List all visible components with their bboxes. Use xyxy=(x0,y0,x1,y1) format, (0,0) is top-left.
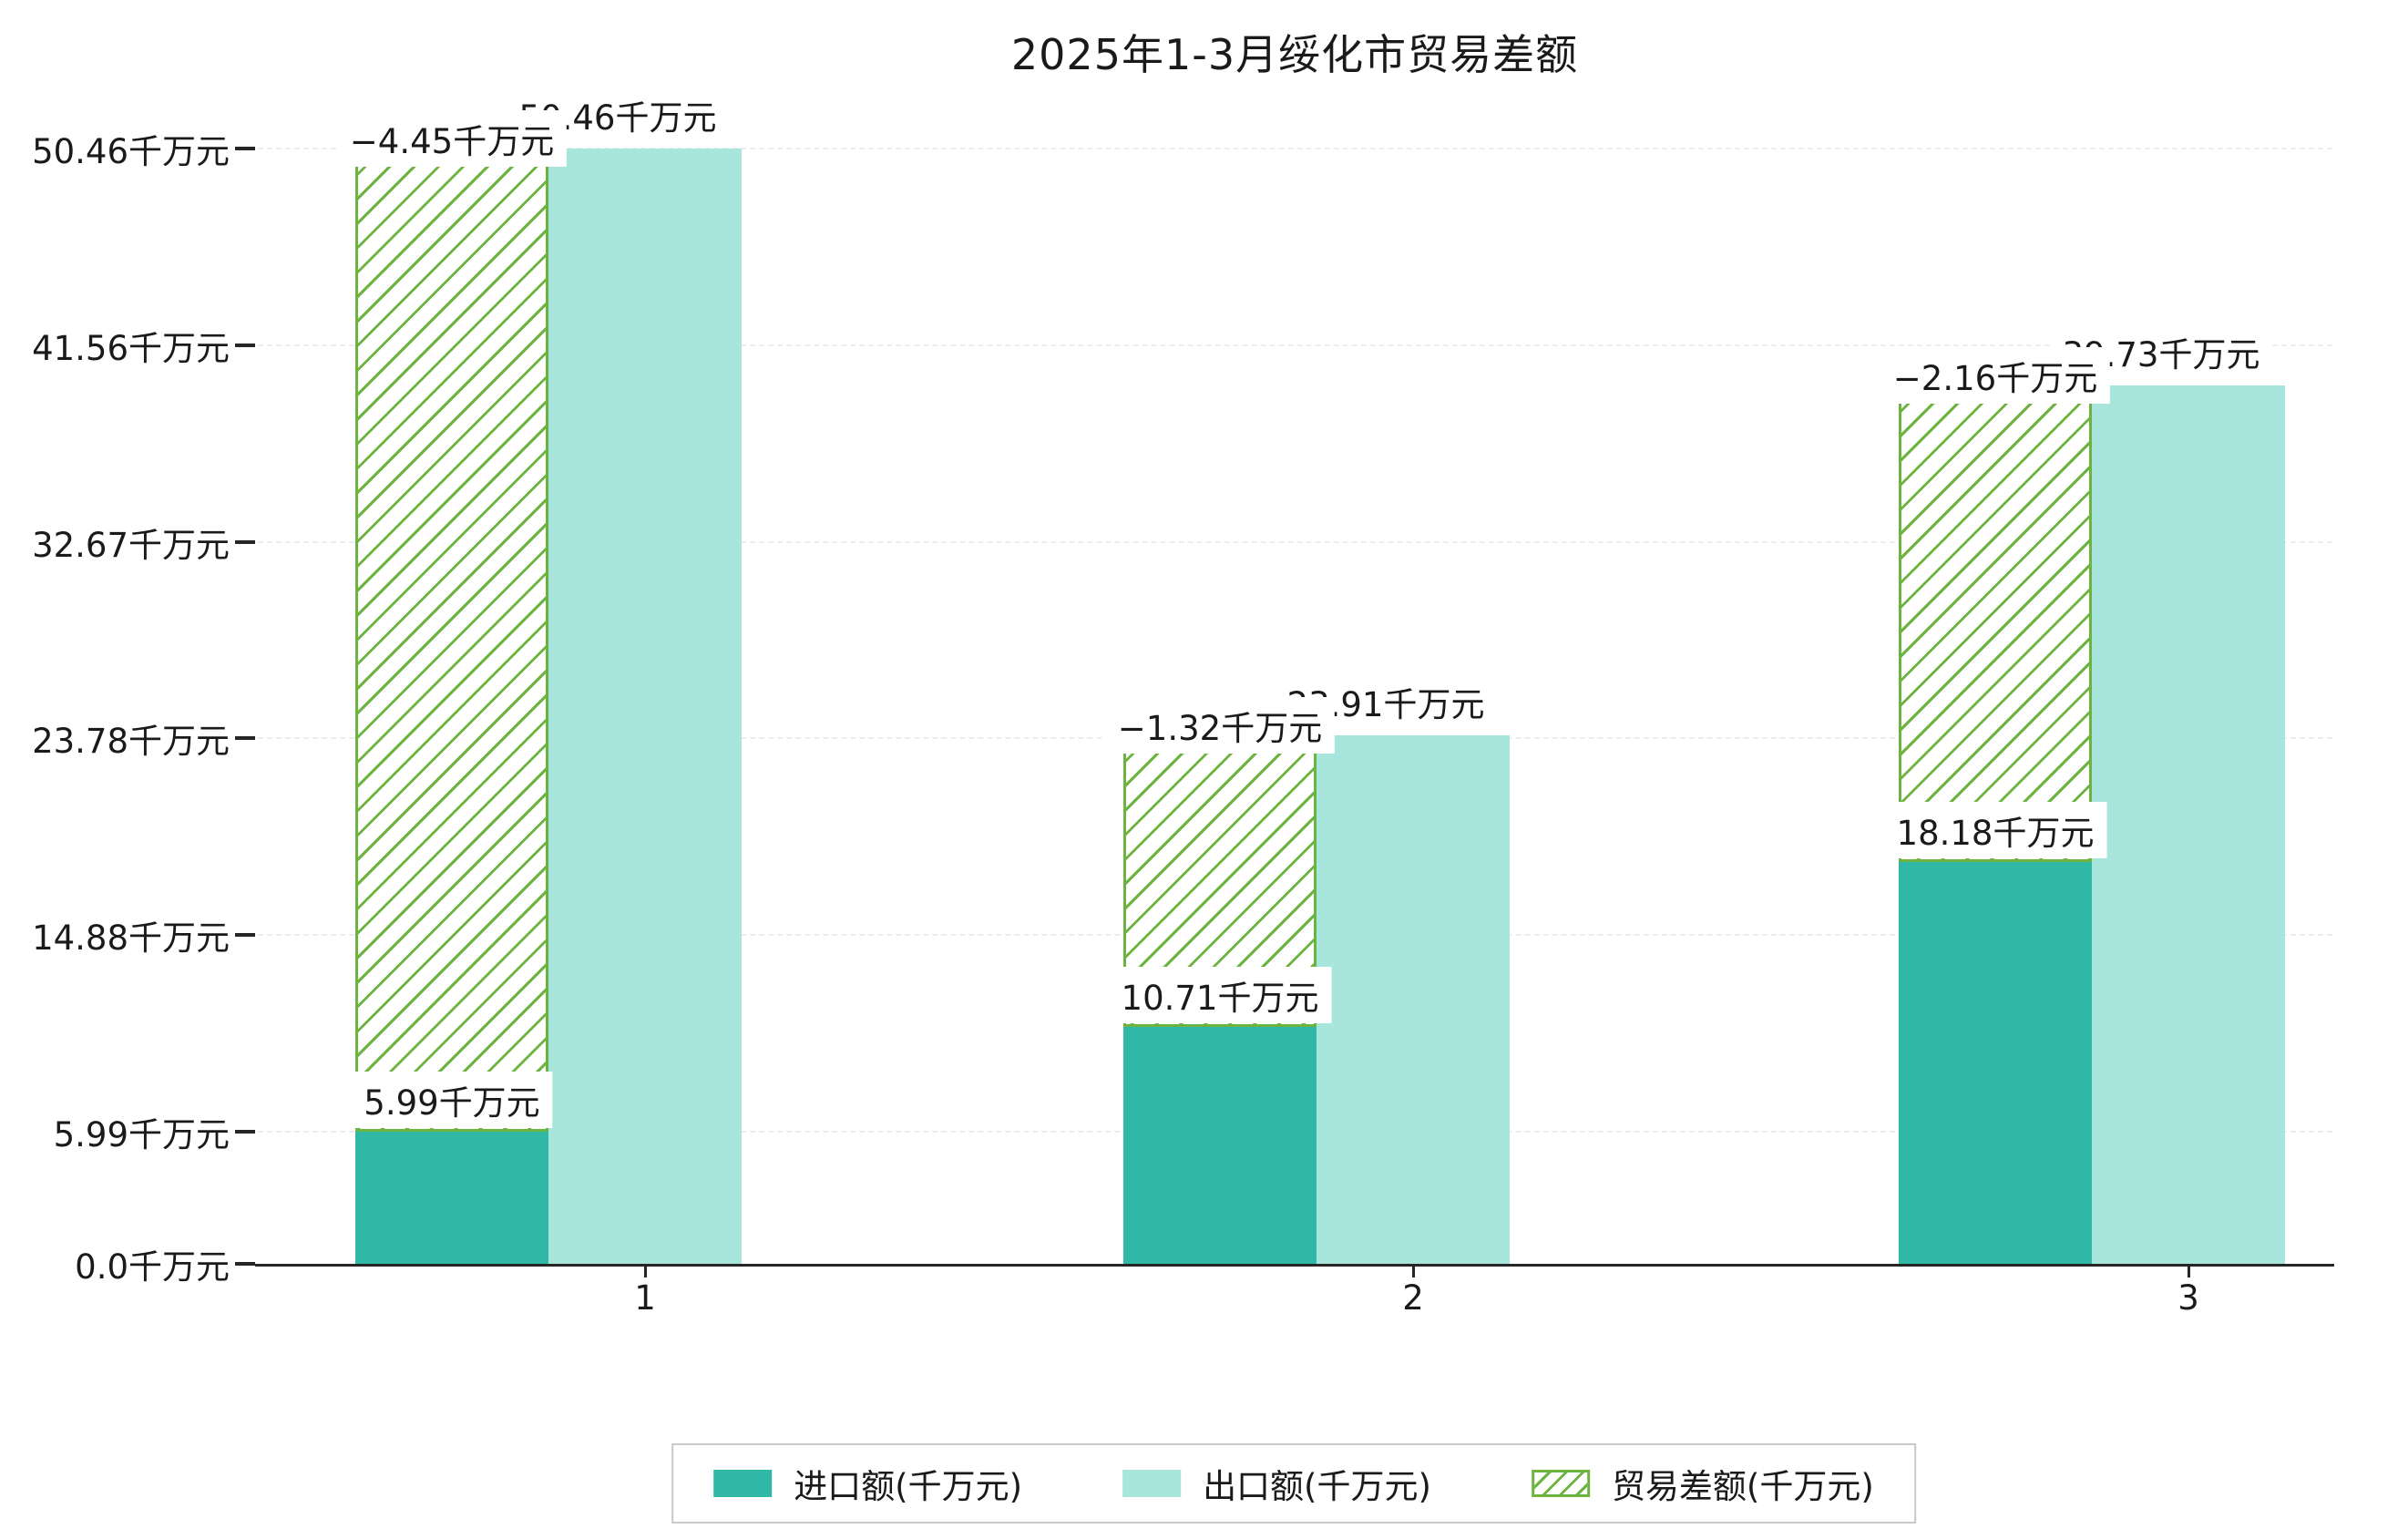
y-tick-label: 23.78千万元 xyxy=(32,722,230,762)
x-tick-label: 2 xyxy=(1402,1278,1424,1318)
export-bar xyxy=(548,148,742,1264)
legend: 进口额(千万元) 出口额(千万元) 贸易差额(千万元) xyxy=(671,1443,1916,1524)
y-tick-mark-icon xyxy=(235,1129,255,1134)
y-tick-label: 5.99千万元 xyxy=(53,1114,230,1154)
trade-balance-value-label: −2.16千万元 xyxy=(1880,347,2111,405)
legend-item-exports: 出口额(千万元) xyxy=(1122,1459,1431,1508)
y-gridline xyxy=(258,147,2332,149)
import-bar xyxy=(1123,1027,1317,1264)
import-bar xyxy=(355,1131,548,1264)
import-bar xyxy=(1899,862,2092,1264)
export-swatch-icon xyxy=(1122,1470,1182,1497)
x-axis-line xyxy=(255,1264,2334,1267)
y-tick-label: 32.67千万元 xyxy=(32,525,230,565)
y-tick-label: 0.0千万元 xyxy=(75,1247,230,1287)
trade-balance-value-label: −4.45千万元 xyxy=(336,109,568,167)
trade-balance-swatch-icon xyxy=(1531,1470,1590,1497)
import-swatch-icon xyxy=(713,1470,773,1497)
y-gridline xyxy=(258,344,2332,346)
legend-label-trade-balance: 贸易差额(千万元) xyxy=(1611,1467,1874,1506)
legend-item-trade-balance: 贸易差额(千万元) xyxy=(1531,1459,1874,1508)
y-tick-mark-icon xyxy=(235,343,255,347)
export-bar xyxy=(2092,385,2285,1264)
export-bar xyxy=(1317,735,1510,1264)
import-value-label: 5.99千万元 xyxy=(351,1071,553,1128)
x-tick-mark-icon xyxy=(644,1267,647,1277)
y-tick-label: 41.56千万元 xyxy=(32,328,230,368)
import-value-label: 10.71千万元 xyxy=(1108,967,1332,1024)
y-gridline xyxy=(258,540,2332,543)
legend-label-exports: 出口额(千万元) xyxy=(1203,1467,1431,1506)
x-tick-label: 1 xyxy=(634,1278,656,1318)
legend-item-imports: 进口额(千万元) xyxy=(713,1459,1022,1508)
x-tick-mark-icon xyxy=(1412,1267,1415,1277)
y-tick-mark-icon xyxy=(235,736,255,741)
chart-title: 2025年1-3月绥化市贸易差额 xyxy=(1010,30,1579,79)
trade-balance-bar xyxy=(355,148,548,1132)
x-tick-label: 3 xyxy=(2177,1278,2199,1318)
y-tick-label: 14.88千万元 xyxy=(32,918,230,959)
import-value-label: 18.18千万元 xyxy=(1883,802,2107,858)
y-tick-mark-icon xyxy=(235,1262,255,1266)
y-tick-mark-icon xyxy=(235,539,255,544)
y-tick-mark-icon xyxy=(235,146,255,150)
trade-balance-bar xyxy=(1899,385,2092,862)
y-tick-mark-icon xyxy=(235,933,255,938)
legend-label-imports: 进口额(千万元) xyxy=(794,1467,1023,1506)
trade-balance-value-label: −1.32千万元 xyxy=(1104,697,1336,754)
x-tick-mark-icon xyxy=(2188,1267,2190,1277)
y-tick-label: 50.46千万元 xyxy=(32,131,230,171)
